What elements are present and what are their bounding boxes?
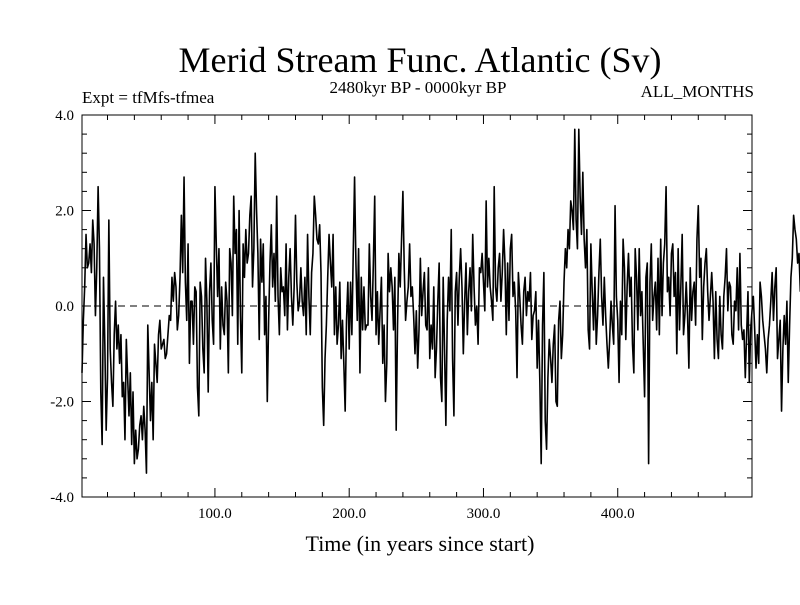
x-tick-label: 200.0 [332,506,366,522]
axes: 100.0 200.0 300.0 400.0 4.0 2.0 0.0 -2.0 -4.0 [50,108,753,522]
months-label: ALL_MONTHS [641,82,754,101]
y-tick-label: -2.0 [50,395,74,411]
x-tick-label: 100.0 [198,506,232,522]
x-tick-label: 300.0 [467,506,501,522]
y-tick-label: 4.0 [55,108,74,124]
y-tick-label: 0.0 [55,299,74,315]
x-axis-label: Time (in years since start) [306,531,535,556]
x-tick-label: 400.0 [601,506,635,522]
y-tick-label: -4.0 [50,490,74,506]
series-line-0 [81,128,800,474]
plot-area [81,128,800,474]
experiment-label: Expt = tfMfs-tfmea [82,88,215,107]
y-tick-label: 2.0 [55,204,74,220]
chart-title: Merid Stream Func. Atlantic (Sv) [179,40,662,80]
period-label: 2480kyr BP - 0000kyr BP [330,78,507,97]
